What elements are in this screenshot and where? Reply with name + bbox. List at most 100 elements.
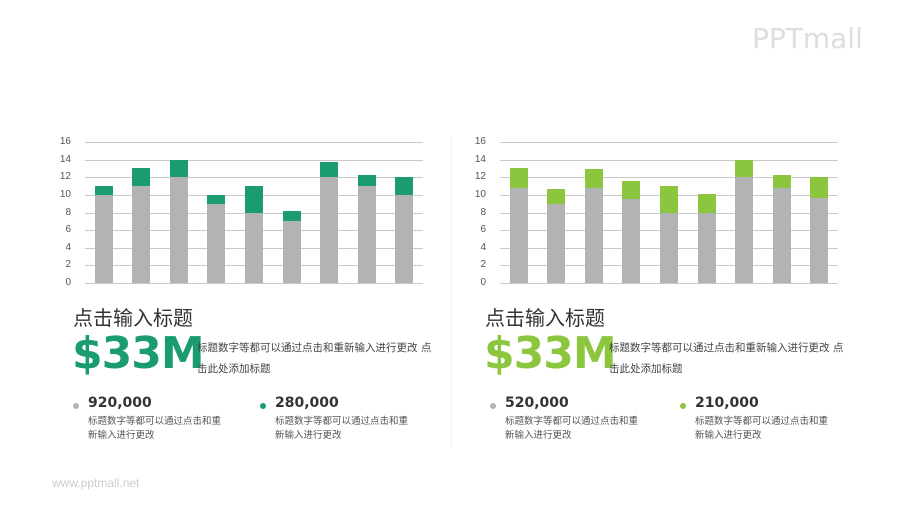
- y-axis-tick-label: 4: [65, 241, 71, 253]
- grey-dot-icon: [490, 403, 496, 409]
- bar-segment-base: [697, 213, 716, 283]
- bar-segment-top: [660, 186, 678, 214]
- stat-value: 280,000: [275, 395, 339, 411]
- y-axis-tick-label: 2: [480, 259, 486, 271]
- big-value-description: 标题数字等都可以通过点击和重新输入进行更改 点击此处添加标题: [609, 342, 844, 375]
- bar-segment-base: [622, 199, 641, 283]
- right-bar-chart: 0 2 4 6 8 10 12 14 16: [470, 130, 850, 290]
- bar-segment-top: [169, 159, 188, 178]
- y-axis-tick-label: 10: [59, 188, 71, 200]
- teal-dot-icon: [260, 403, 266, 409]
- bar-segment-base: [282, 221, 301, 283]
- bar-segment-top: [245, 186, 263, 213]
- y-axis-tick-label: 6: [65, 224, 71, 236]
- left-bar-chart: 0 2 4 6 8 10 12 14 16: [55, 130, 435, 290]
- y-axis-tick-label: 16: [474, 136, 486, 147]
- stacked-bar: [584, 169, 603, 283]
- stat-description: 标题数字等都可以通过点击和重新输入进行更改: [88, 416, 222, 441]
- bar-segment-base: [584, 187, 603, 283]
- bar-segment-top: [395, 177, 414, 195]
- panel-title: 点击输入标题: [485, 306, 605, 330]
- stacked-bar: [395, 177, 414, 283]
- bar-segment-top: [132, 168, 151, 187]
- bar-segment-base: [357, 186, 376, 283]
- stacked-bar: [169, 159, 188, 283]
- bar-segment-base: [547, 203, 566, 283]
- bar-segment-base: [132, 186, 151, 283]
- bar-segment-top: [735, 159, 754, 178]
- stacked-bar: [735, 159, 754, 283]
- bar-segment-top: [509, 168, 528, 188]
- y-axis-tick-label: 10: [474, 188, 486, 200]
- panel-title: 点击输入标题: [73, 306, 193, 330]
- stacked-bar: [245, 186, 263, 283]
- bar-segment-top: [772, 174, 791, 188]
- y-axis-tick-label: 14: [59, 153, 71, 165]
- pptmall-logo: PPTmall: [752, 22, 863, 55]
- gridline: [85, 283, 423, 284]
- stacked-bar: [282, 210, 301, 283]
- y-axis-tick-label: 12: [59, 171, 71, 183]
- gridline: [85, 177, 423, 179]
- stat-description: 标题数字等都可以通过点击和重新输入进行更改: [505, 416, 639, 441]
- website-url: www.pptmall.net: [52, 476, 140, 490]
- bar-segment-base: [395, 194, 414, 283]
- bar-segment-top: [547, 188, 566, 204]
- y-axis-tick-label: 12: [474, 171, 486, 183]
- bar-segment-base: [772, 187, 791, 283]
- stacked-bar: [357, 174, 376, 283]
- bar-segment-base: [509, 187, 528, 283]
- stacked-bar: [509, 168, 528, 283]
- grey-dot-icon: [73, 403, 79, 409]
- gridline: [500, 283, 838, 284]
- bar-segment-top: [622, 180, 641, 200]
- stacked-bar: [547, 188, 566, 283]
- gridline: [500, 159, 838, 161]
- stacked-bar: [772, 174, 791, 283]
- big-value-description: 标题数字等都可以通过点击和重新输入进行更改 点击此处添加标题: [197, 342, 432, 375]
- y-axis-tick-label: 8: [480, 206, 486, 218]
- bar-segment-base: [94, 194, 113, 283]
- stat-value: 920,000: [88, 395, 152, 411]
- y-axis-tick-label: 0: [480, 277, 486, 288]
- gridline: [500, 142, 838, 143]
- stacked-bar: [697, 193, 716, 283]
- lime-dot-icon: [680, 403, 686, 409]
- bar-segment-base: [207, 203, 226, 283]
- bar-segment-base: [735, 177, 754, 283]
- bar-segment-top: [810, 177, 829, 198]
- gridline: [85, 159, 423, 161]
- y-axis-tick-label: 4: [480, 241, 486, 253]
- stacked-bar: [660, 186, 678, 283]
- bar-segment-top: [207, 194, 226, 204]
- bar-segment-top: [94, 186, 113, 195]
- stacked-bar: [94, 186, 113, 283]
- stacked-bar: [810, 177, 829, 283]
- y-axis-tick-label: 6: [480, 224, 486, 236]
- y-axis-tick-label: 2: [65, 259, 71, 271]
- bar-segment-top: [584, 169, 603, 188]
- stat-value: 210,000: [695, 395, 759, 411]
- bar-segment-base: [810, 197, 829, 283]
- bar-segment-base: [660, 213, 678, 283]
- stat-description: 标题数字等都可以通过点击和重新输入进行更改: [695, 416, 829, 441]
- bar-segment-top: [320, 162, 339, 178]
- bar-segment-base: [169, 177, 188, 283]
- stacked-bar: [132, 168, 151, 283]
- bar-segment-top: [357, 174, 376, 187]
- stacked-bar: [320, 162, 339, 283]
- stacked-bar: [207, 194, 226, 283]
- bar-segment-top: [697, 193, 716, 214]
- y-axis-tick-label: 8: [65, 206, 71, 218]
- stat-description: 标题数字等都可以通过点击和重新输入进行更改: [275, 416, 409, 441]
- y-axis-tick-label: 16: [59, 136, 71, 147]
- y-axis-tick-label: 0: [65, 277, 71, 288]
- stacked-bar: [622, 180, 641, 283]
- right-panel: 0 2 4 6 8 10 12 14 16 点击输入标题 $33M 标题数字等都可以通过点击和重…: [470, 130, 870, 450]
- y-axis-tick-label: 14: [474, 153, 486, 165]
- panel-divider: [451, 136, 452, 448]
- bar-segment-base: [320, 177, 339, 283]
- left-panel: 0 2 4 6 8 10 12 14 16 点击输入标题 $33M 标题数字等都可以通过点击和重…: [55, 130, 455, 450]
- gridline: [85, 142, 423, 143]
- bar-segment-top: [282, 210, 301, 222]
